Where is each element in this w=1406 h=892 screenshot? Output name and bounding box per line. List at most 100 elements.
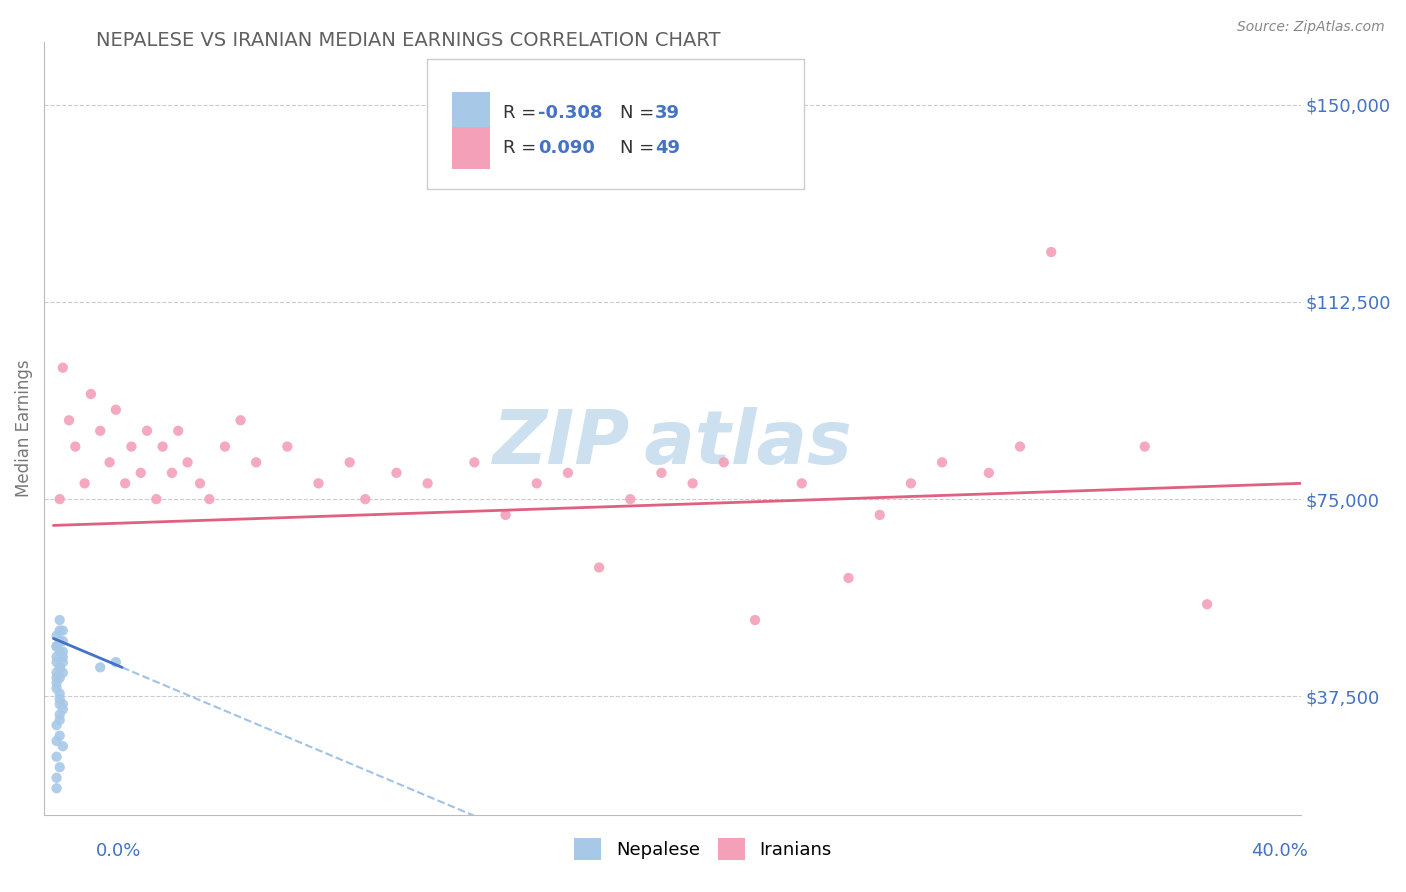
Point <box>1040 245 1063 260</box>
Text: 0.0%: 0.0% <box>96 842 141 860</box>
Point <box>838 571 860 585</box>
Point <box>145 492 167 507</box>
Point <box>869 508 891 522</box>
Point <box>48 671 70 685</box>
Point <box>48 687 70 701</box>
Point <box>48 492 70 507</box>
Point <box>416 476 439 491</box>
Text: -0.308: -0.308 <box>538 103 602 122</box>
Text: 39: 39 <box>655 103 679 122</box>
Point <box>48 634 70 648</box>
Point <box>45 749 67 764</box>
Point <box>80 387 103 401</box>
Point <box>45 649 67 664</box>
Point <box>48 660 70 674</box>
Point <box>104 655 127 669</box>
Point <box>52 702 75 716</box>
Point <box>176 455 198 469</box>
Point <box>977 466 1000 480</box>
Point <box>89 660 111 674</box>
Bar <box>453 92 491 135</box>
Point <box>463 455 485 469</box>
Point <box>682 476 704 491</box>
Text: N =: N = <box>620 139 659 157</box>
Y-axis label: Median Earnings: Median Earnings <box>15 359 32 497</box>
Point <box>48 644 70 658</box>
Text: ZIP atlas: ZIP atlas <box>492 407 852 480</box>
FancyBboxPatch shape <box>427 59 804 188</box>
Point <box>136 424 159 438</box>
Point <box>48 713 70 727</box>
Point <box>45 655 67 669</box>
Point <box>245 455 267 469</box>
Legend: Nepalese, Iranians: Nepalese, Iranians <box>567 830 839 867</box>
Point <box>45 671 67 685</box>
Point <box>52 649 75 664</box>
Point <box>1008 440 1031 454</box>
Point <box>98 455 121 469</box>
Text: N =: N = <box>620 103 659 122</box>
Point <box>48 624 70 638</box>
Point <box>339 455 361 469</box>
Point <box>48 760 70 774</box>
Text: R =: R = <box>503 103 541 122</box>
Point <box>198 492 221 507</box>
Point <box>52 360 75 375</box>
Point <box>52 665 75 680</box>
Point <box>65 440 87 454</box>
Point <box>557 466 579 480</box>
Point <box>167 424 190 438</box>
Point <box>58 413 80 427</box>
Point <box>45 681 67 696</box>
Point <box>152 440 174 454</box>
Point <box>104 402 127 417</box>
Point <box>52 634 75 648</box>
Point <box>713 455 735 469</box>
Point <box>354 492 377 507</box>
Point <box>900 476 922 491</box>
Point <box>1197 597 1219 611</box>
Point <box>89 424 111 438</box>
Point <box>48 692 70 706</box>
Point <box>588 560 610 574</box>
Point <box>385 466 408 480</box>
Point <box>931 455 953 469</box>
Point <box>45 781 67 796</box>
Point <box>52 697 75 711</box>
Point <box>73 476 96 491</box>
Text: 49: 49 <box>655 139 679 157</box>
Point <box>45 640 67 654</box>
Point <box>526 476 548 491</box>
Point <box>276 440 298 454</box>
Point <box>45 771 67 785</box>
Text: R =: R = <box>503 139 541 157</box>
Point <box>160 466 183 480</box>
Point <box>308 476 330 491</box>
Point <box>52 655 75 669</box>
Point <box>188 476 211 491</box>
Text: NEPALESE VS IRANIAN MEDIAN EARNINGS CORRELATION CHART: NEPALESE VS IRANIAN MEDIAN EARNINGS CORR… <box>96 31 720 50</box>
Text: 0.090: 0.090 <box>538 139 595 157</box>
Point <box>48 660 70 674</box>
Point <box>45 718 67 732</box>
Point <box>45 676 67 690</box>
Point <box>52 624 75 638</box>
Point <box>48 729 70 743</box>
Point <box>495 508 517 522</box>
Point <box>650 466 672 480</box>
Point <box>114 476 136 491</box>
Text: Source: ZipAtlas.com: Source: ZipAtlas.com <box>1237 20 1385 34</box>
Point <box>120 440 142 454</box>
Point <box>45 665 67 680</box>
Point <box>45 629 67 643</box>
Point <box>52 739 75 754</box>
Point <box>48 613 70 627</box>
Point <box>1133 440 1156 454</box>
Point <box>619 492 641 507</box>
Point <box>790 476 813 491</box>
Point <box>229 413 252 427</box>
Point <box>45 640 67 654</box>
Text: 40.0%: 40.0% <box>1251 842 1308 860</box>
Point <box>48 697 70 711</box>
Point <box>129 466 152 480</box>
